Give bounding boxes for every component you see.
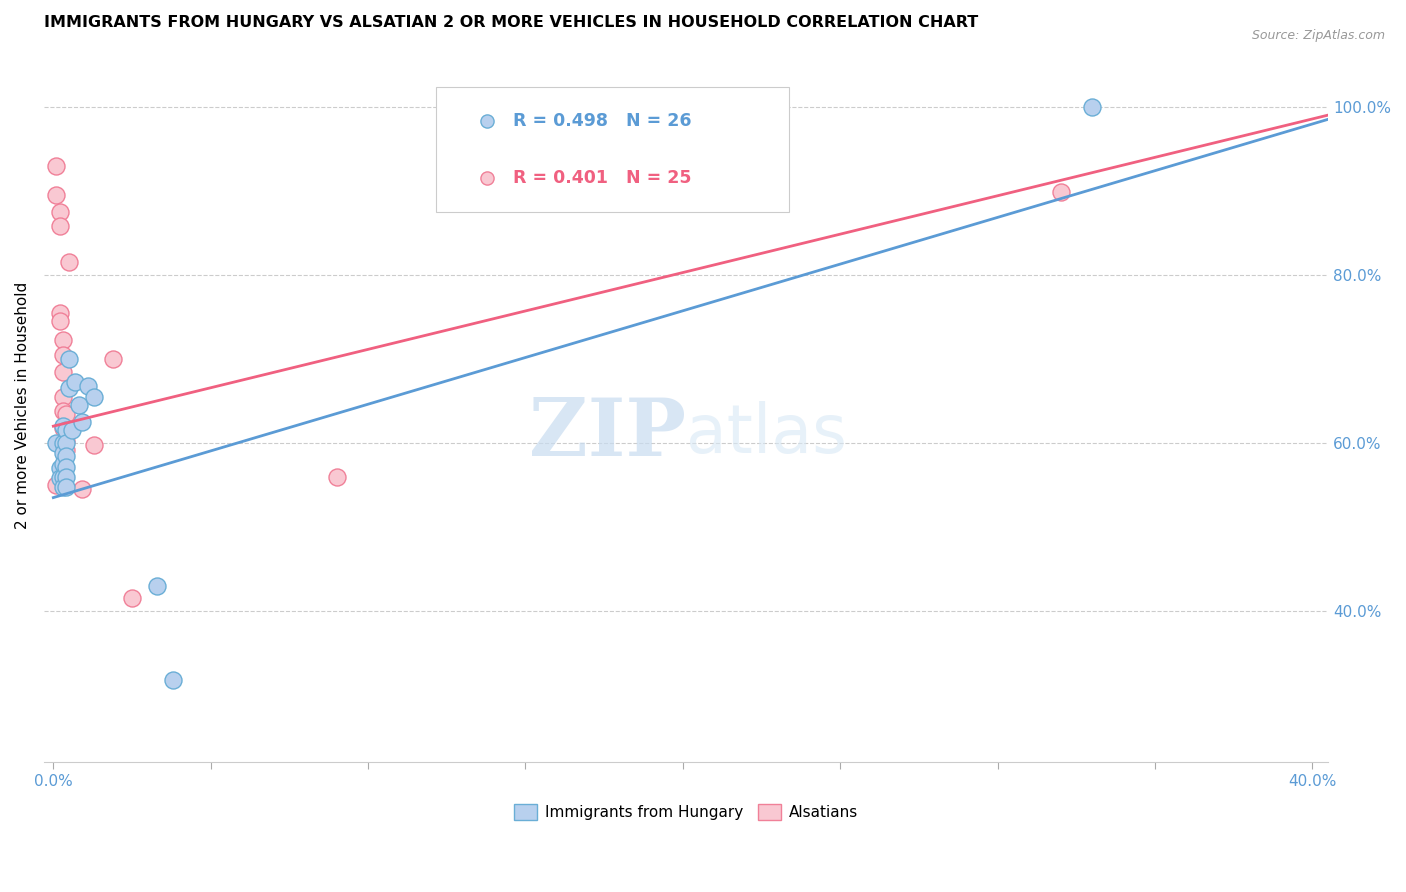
Point [58, 381, 80, 395]
Point [48, 461, 70, 475]
Point [48, 219, 70, 233]
Point [52, 446, 75, 460]
Point [83, 437, 105, 451]
Point [52, 457, 75, 471]
Text: R = 0.401   N = 25: R = 0.401 N = 25 [513, 169, 692, 187]
Point [55, 469, 77, 483]
Point [52, 480, 75, 494]
Point [325, 469, 347, 483]
Point [52, 436, 75, 450]
Point [65, 376, 87, 390]
Point [52, 434, 75, 449]
Point [70, 482, 93, 496]
Point [146, 579, 169, 593]
Point [162, 673, 184, 687]
Text: atlas: atlas [686, 401, 846, 467]
Point [55, 423, 77, 437]
Point [52, 421, 75, 435]
Point [55, 407, 77, 421]
FancyBboxPatch shape [436, 87, 789, 212]
Point [55, 480, 77, 494]
Point [52, 419, 75, 434]
Point [55, 449, 77, 463]
Point [55, 434, 77, 449]
Point [58, 255, 80, 269]
Point [55, 442, 77, 457]
Point [45, 188, 67, 202]
Point [1128, 252, 1150, 267]
Point [70, 415, 93, 429]
Legend: Immigrants from Hungary, Alsatians: Immigrants from Hungary, Alsatians [508, 798, 865, 826]
Point [52, 404, 75, 418]
Point [52, 469, 75, 483]
Point [52, 334, 75, 348]
Point [52, 390, 75, 404]
Point [58, 351, 80, 366]
Point [48, 471, 70, 485]
Point [67, 398, 90, 412]
Point [1081, 100, 1104, 114]
Text: R = 0.498   N = 26: R = 0.498 N = 26 [513, 112, 692, 130]
Point [45, 436, 67, 450]
Point [55, 459, 77, 474]
Text: ZIP: ZIP [529, 395, 686, 473]
Point [48, 314, 70, 328]
Point [1128, 186, 1150, 201]
Point [52, 364, 75, 378]
Point [45, 159, 67, 173]
Point [45, 478, 67, 492]
Text: Source: ZipAtlas.com: Source: ZipAtlas.com [1251, 29, 1385, 42]
Point [55, 436, 77, 450]
Point [48, 204, 70, 219]
Text: IMMIGRANTS FROM HUNGARY VS ALSATIAN 2 OR MORE VEHICLES IN HOUSEHOLD CORRELATION : IMMIGRANTS FROM HUNGARY VS ALSATIAN 2 OR… [44, 15, 979, 30]
Point [1049, 186, 1071, 200]
Point [55, 421, 77, 435]
Point [83, 390, 105, 404]
Point [101, 351, 124, 366]
Point [60, 423, 83, 437]
Point [77, 379, 100, 393]
Point [48, 306, 70, 320]
Y-axis label: 2 or more Vehicles in Household: 2 or more Vehicles in Household [15, 282, 30, 529]
Point [52, 348, 75, 362]
Point [121, 591, 143, 606]
